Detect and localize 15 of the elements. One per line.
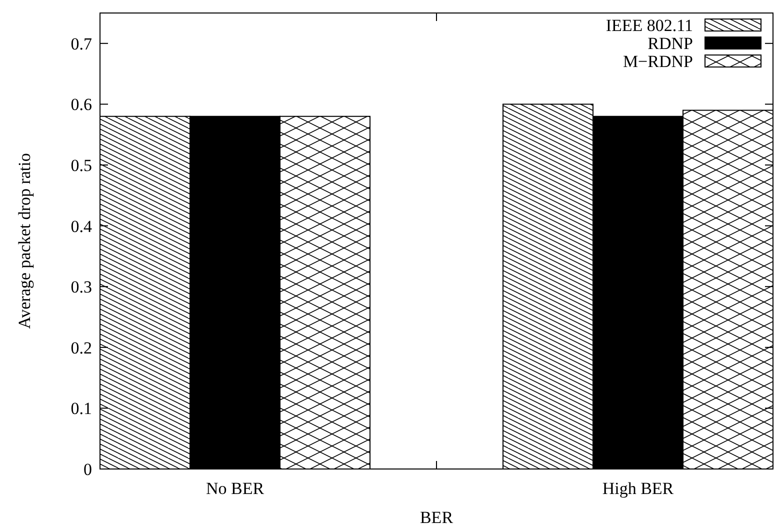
legend-label: RDNP (648, 34, 693, 53)
y-tick-label: 0.7 (70, 34, 92, 54)
legend-label: IEEE 802.11 (606, 16, 693, 35)
y-tick-label: 0.3 (70, 278, 92, 297)
x-tick-label: High BER (602, 479, 674, 498)
legend-label: M−RDNP (622, 52, 693, 71)
y-tick-label: 0 (84, 460, 92, 479)
x-axis-title: BER (420, 508, 454, 527)
y-tick-label: 0.1 (70, 399, 92, 418)
y-tick-label: 0.5 (70, 156, 92, 175)
y-axis-title: Average packet drop ratio (15, 153, 34, 329)
x-tick-label: No BER (206, 479, 265, 498)
y-tick-label: 0.4 (70, 216, 92, 236)
y-tick-label: 0.2 (70, 338, 92, 358)
y-tick-label: 0.6 (70, 95, 92, 114)
